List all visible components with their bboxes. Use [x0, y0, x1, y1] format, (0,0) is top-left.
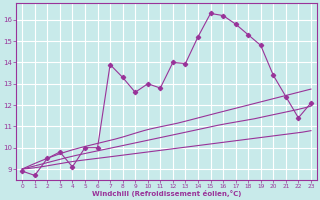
X-axis label: Windchill (Refroidissement éolien,°C): Windchill (Refroidissement éolien,°C): [92, 190, 241, 197]
